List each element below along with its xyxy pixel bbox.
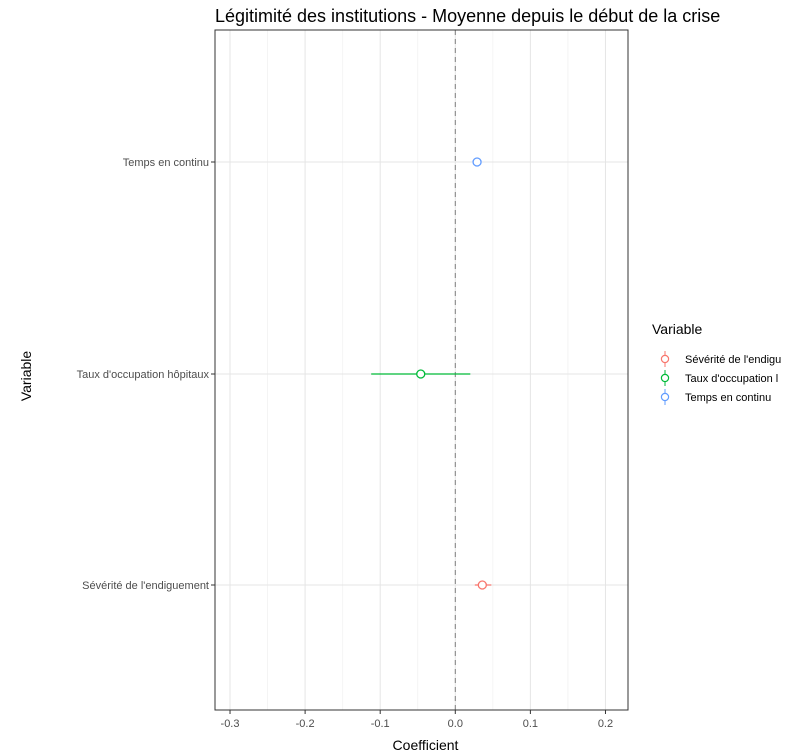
y-axis-label: Variable bbox=[18, 351, 34, 402]
plot-panel-border bbox=[214, 29, 629, 711]
y-axis: Temps en continu Taux d'occupation hôpita… bbox=[77, 157, 215, 592]
y-tick-label: Taux d'occupation hôpitaux bbox=[77, 369, 210, 381]
legend-key-point bbox=[660, 373, 670, 383]
x-tick-label: -0.2 bbox=[296, 718, 315, 730]
legend-label: Temps en continu bbox=[685, 392, 771, 404]
legend-label: Sévérité de l'endigu bbox=[685, 354, 781, 366]
y-tick-label: Sévérité de l'endiguement bbox=[82, 580, 209, 592]
x-tick-label: -0.1 bbox=[371, 718, 390, 730]
legend-key-point bbox=[660, 392, 670, 402]
x-tick-label: 0.0 bbox=[448, 718, 463, 730]
point-estimate bbox=[472, 157, 482, 167]
x-axis: -0.3 -0.2 -0.1 0.0 0.1 0.2 bbox=[221, 710, 613, 730]
legend-key-point bbox=[660, 354, 670, 364]
legend-label: Taux d'occupation l bbox=[685, 373, 778, 385]
point-estimate bbox=[477, 580, 487, 590]
data-marks bbox=[371, 157, 492, 590]
legend: Variable Sévérité de l'endigu Taux d'occu… bbox=[652, 321, 781, 405]
x-tick-label: 0.2 bbox=[598, 718, 613, 730]
x-tick-label: 0.1 bbox=[523, 718, 538, 730]
y-tick-label: Temps en continu bbox=[123, 157, 209, 169]
x-tick-label: -0.3 bbox=[221, 718, 240, 730]
legend-title: Variable bbox=[652, 321, 703, 337]
point-estimate bbox=[416, 369, 426, 379]
chart-title: Légitimité des institutions - Moyenne de… bbox=[215, 6, 720, 26]
x-axis-label: Coefficient bbox=[393, 737, 459, 753]
